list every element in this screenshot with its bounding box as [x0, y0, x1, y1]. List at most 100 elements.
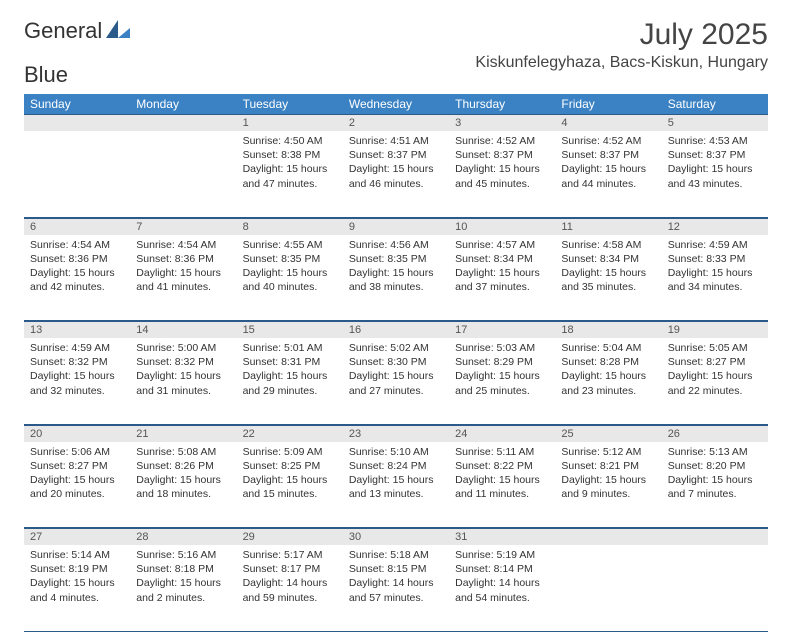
daylight-line: Daylight: 15 hours and 34 minutes.	[668, 266, 762, 294]
day-number: 1	[237, 114, 343, 131]
daylight-line: Daylight: 15 hours and 23 minutes.	[561, 369, 655, 397]
sunset-line: Sunset: 8:37 PM	[668, 148, 762, 162]
daylight-line: Daylight: 15 hours and 20 minutes.	[30, 473, 124, 501]
day-number-cell: 1	[237, 114, 343, 131]
day-number-cell: 22	[237, 424, 343, 442]
day-header: Saturday	[662, 94, 768, 114]
day-content: Sunrise: 5:06 AMSunset: 8:27 PMDaylight:…	[24, 442, 130, 508]
week-daynum-row: 20212223242526	[24, 424, 768, 442]
day-cell: Sunrise: 4:57 AMSunset: 8:34 PMDaylight:…	[449, 235, 555, 321]
day-number: 22	[237, 425, 343, 442]
day-number-cell: 5	[662, 114, 768, 131]
sunset-line: Sunset: 8:18 PM	[136, 562, 230, 576]
sunset-line: Sunset: 8:32 PM	[30, 355, 124, 369]
day-number: 4	[555, 114, 661, 131]
daylight-line: Daylight: 15 hours and 47 minutes.	[243, 162, 337, 190]
day-number: 24	[449, 425, 555, 442]
sunset-line: Sunset: 8:37 PM	[561, 148, 655, 162]
sunrise-line: Sunrise: 5:06 AM	[30, 445, 124, 459]
day-number: 16	[343, 321, 449, 338]
day-number-cell: 4	[555, 114, 661, 131]
day-cell: Sunrise: 5:05 AMSunset: 8:27 PMDaylight:…	[662, 338, 768, 424]
day-content: Sunrise: 5:08 AMSunset: 8:26 PMDaylight:…	[130, 442, 236, 508]
sunrise-line: Sunrise: 5:16 AM	[136, 548, 230, 562]
sunrise-line: Sunrise: 4:52 AM	[455, 134, 549, 148]
day-number-cell: 23	[343, 424, 449, 442]
day-content: Sunrise: 4:59 AMSunset: 8:33 PMDaylight:…	[662, 235, 768, 301]
day-number: 25	[555, 425, 661, 442]
week-daynum-row: 2728293031	[24, 528, 768, 546]
week-content-row: Sunrise: 5:14 AMSunset: 8:19 PMDaylight:…	[24, 545, 768, 631]
sunrise-line: Sunrise: 5:04 AM	[561, 341, 655, 355]
week-daynum-row: 13141516171819	[24, 321, 768, 339]
day-header-row: Sunday Monday Tuesday Wednesday Thursday…	[24, 94, 768, 114]
day-cell	[130, 131, 236, 217]
day-content: Sunrise: 4:57 AMSunset: 8:34 PMDaylight:…	[449, 235, 555, 301]
day-number: 5	[662, 114, 768, 131]
day-cell: Sunrise: 5:11 AMSunset: 8:22 PMDaylight:…	[449, 442, 555, 528]
sunset-line: Sunset: 8:19 PM	[30, 562, 124, 576]
daylight-line: Daylight: 14 hours and 57 minutes.	[349, 576, 443, 604]
day-content: Sunrise: 5:10 AMSunset: 8:24 PMDaylight:…	[343, 442, 449, 508]
day-cell: Sunrise: 4:56 AMSunset: 8:35 PMDaylight:…	[343, 235, 449, 321]
daylight-line: Daylight: 15 hours and 25 minutes.	[455, 369, 549, 397]
sunset-line: Sunset: 8:30 PM	[349, 355, 443, 369]
day-cell: Sunrise: 4:54 AMSunset: 8:36 PMDaylight:…	[24, 235, 130, 321]
sunrise-line: Sunrise: 4:55 AM	[243, 238, 337, 252]
week-content-row: Sunrise: 5:06 AMSunset: 8:27 PMDaylight:…	[24, 442, 768, 528]
day-content: Sunrise: 5:12 AMSunset: 8:21 PMDaylight:…	[555, 442, 661, 508]
sunset-line: Sunset: 8:27 PM	[30, 459, 124, 473]
sunrise-line: Sunrise: 4:54 AM	[30, 238, 124, 252]
day-number-cell: 11	[555, 217, 661, 235]
daylight-line: Daylight: 15 hours and 18 minutes.	[136, 473, 230, 501]
day-content: Sunrise: 4:52 AMSunset: 8:37 PMDaylight:…	[555, 131, 661, 197]
day-content: Sunrise: 5:19 AMSunset: 8:14 PMDaylight:…	[449, 545, 555, 611]
day-content: Sunrise: 5:13 AMSunset: 8:20 PMDaylight:…	[662, 442, 768, 508]
sunrise-line: Sunrise: 5:00 AM	[136, 341, 230, 355]
sunset-line: Sunset: 8:37 PM	[455, 148, 549, 162]
sunset-line: Sunset: 8:28 PM	[561, 355, 655, 369]
day-cell: Sunrise: 5:01 AMSunset: 8:31 PMDaylight:…	[237, 338, 343, 424]
sunset-line: Sunset: 8:20 PM	[668, 459, 762, 473]
day-number: 29	[237, 528, 343, 545]
sunset-line: Sunset: 8:26 PM	[136, 459, 230, 473]
day-content: Sunrise: 4:53 AMSunset: 8:37 PMDaylight:…	[662, 131, 768, 197]
day-cell: Sunrise: 5:02 AMSunset: 8:30 PMDaylight:…	[343, 338, 449, 424]
day-number: 8	[237, 218, 343, 235]
sunset-line: Sunset: 8:29 PM	[455, 355, 549, 369]
sunset-line: Sunset: 8:31 PM	[243, 355, 337, 369]
day-number-cell: 2	[343, 114, 449, 131]
day-number: 13	[24, 321, 130, 338]
logo: General	[24, 18, 130, 44]
day-number: 2	[343, 114, 449, 131]
day-number: 31	[449, 528, 555, 545]
day-content: Sunrise: 4:54 AMSunset: 8:36 PMDaylight:…	[130, 235, 236, 301]
day-number	[130, 114, 236, 131]
daylight-line: Daylight: 15 hours and 22 minutes.	[668, 369, 762, 397]
daylight-line: Daylight: 15 hours and 7 minutes.	[668, 473, 762, 501]
daylight-line: Daylight: 15 hours and 27 minutes.	[349, 369, 443, 397]
day-number: 27	[24, 528, 130, 545]
day-cell: Sunrise: 5:12 AMSunset: 8:21 PMDaylight:…	[555, 442, 661, 528]
day-cell: Sunrise: 5:14 AMSunset: 8:19 PMDaylight:…	[24, 545, 130, 631]
day-number	[555, 528, 661, 545]
day-cell: Sunrise: 4:59 AMSunset: 8:32 PMDaylight:…	[24, 338, 130, 424]
day-number: 14	[130, 321, 236, 338]
sunrise-line: Sunrise: 5:13 AM	[668, 445, 762, 459]
day-cell: Sunrise: 4:59 AMSunset: 8:33 PMDaylight:…	[662, 235, 768, 321]
day-number-cell: 19	[662, 321, 768, 339]
day-number	[24, 114, 130, 131]
sunset-line: Sunset: 8:27 PM	[668, 355, 762, 369]
day-number-cell: 3	[449, 114, 555, 131]
day-number: 10	[449, 218, 555, 235]
daylight-line: Daylight: 15 hours and 13 minutes.	[349, 473, 443, 501]
sunrise-line: Sunrise: 5:05 AM	[668, 341, 762, 355]
sunrise-line: Sunrise: 5:18 AM	[349, 548, 443, 562]
day-number-cell	[662, 528, 768, 546]
day-content: Sunrise: 4:55 AMSunset: 8:35 PMDaylight:…	[237, 235, 343, 301]
day-content: Sunrise: 5:05 AMSunset: 8:27 PMDaylight:…	[662, 338, 768, 404]
day-content: Sunrise: 4:50 AMSunset: 8:38 PMDaylight:…	[237, 131, 343, 197]
day-number: 19	[662, 321, 768, 338]
day-number-cell: 9	[343, 217, 449, 235]
day-number: 17	[449, 321, 555, 338]
